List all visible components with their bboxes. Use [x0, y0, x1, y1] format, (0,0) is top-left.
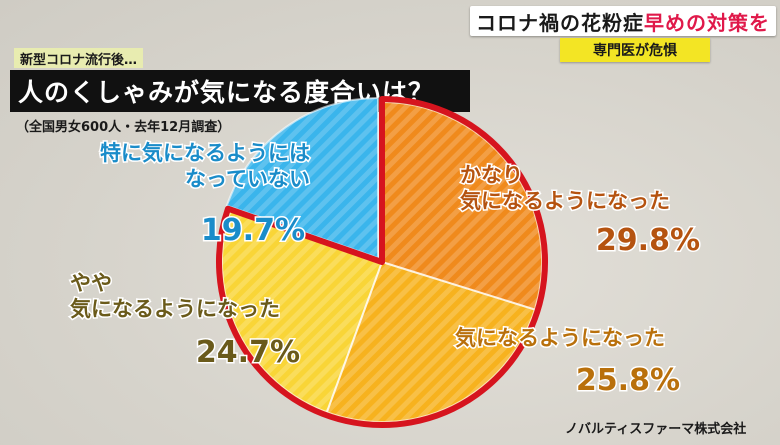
labels-layer: かなり気になるようになった29.8%気になるようになった25.8%やや気になるよ…: [69, 140, 702, 400]
pie-slice-stripes-2: [326, 262, 535, 422]
slice-label-4-line-1: 特に気になるようには: [100, 141, 310, 165]
survey-note: （全国男女600人・去年12月調査）: [16, 120, 231, 135]
slice-label-4-line-2: なっていない: [185, 167, 310, 191]
slice-label-3-line-1: やや: [70, 271, 112, 295]
headline-main: コロナ禍の花粉症: [476, 10, 644, 35]
source-credit: ノバルティスファーマ株式会社: [565, 422, 747, 437]
pie-slice-separator-3: [221, 208, 384, 414]
slice-value-4: 19.7%: [201, 213, 305, 248]
pie-slice-separator-4: [225, 96, 379, 260]
slice-value-3: 24.7%: [196, 335, 300, 370]
subheadline-banner: 専門医が危惧: [560, 38, 710, 62]
slice-value-2: 25.8%: [576, 363, 680, 398]
slice-label-2-line-1: 気になるようになった: [455, 326, 665, 350]
slice-label-1-line-2: 気になるようになった: [460, 189, 670, 213]
headline-banner: コロナ禍の花粉症 早めの対策を: [470, 6, 776, 36]
slice-value-1: 29.8%: [596, 223, 700, 258]
pie-slice-stripes-3: [221, 209, 382, 413]
pie-slice-separator-2: [325, 260, 537, 423]
pie-slice-stripes-1: [382, 102, 542, 310]
slice-label-3-line-2: 気になるようになった: [70, 297, 280, 321]
outline-layer: [216, 96, 548, 428]
headline-accent: 早めの対策を: [644, 10, 770, 35]
kicker-tag: 新型コロナ流行後…: [14, 48, 144, 68]
slice-label-1-line-1: かなり: [460, 163, 523, 187]
pie-slice-separator-1: [381, 100, 543, 311]
highlight-outline: [216, 96, 548, 428]
stripes-layer: [221, 98, 542, 422]
